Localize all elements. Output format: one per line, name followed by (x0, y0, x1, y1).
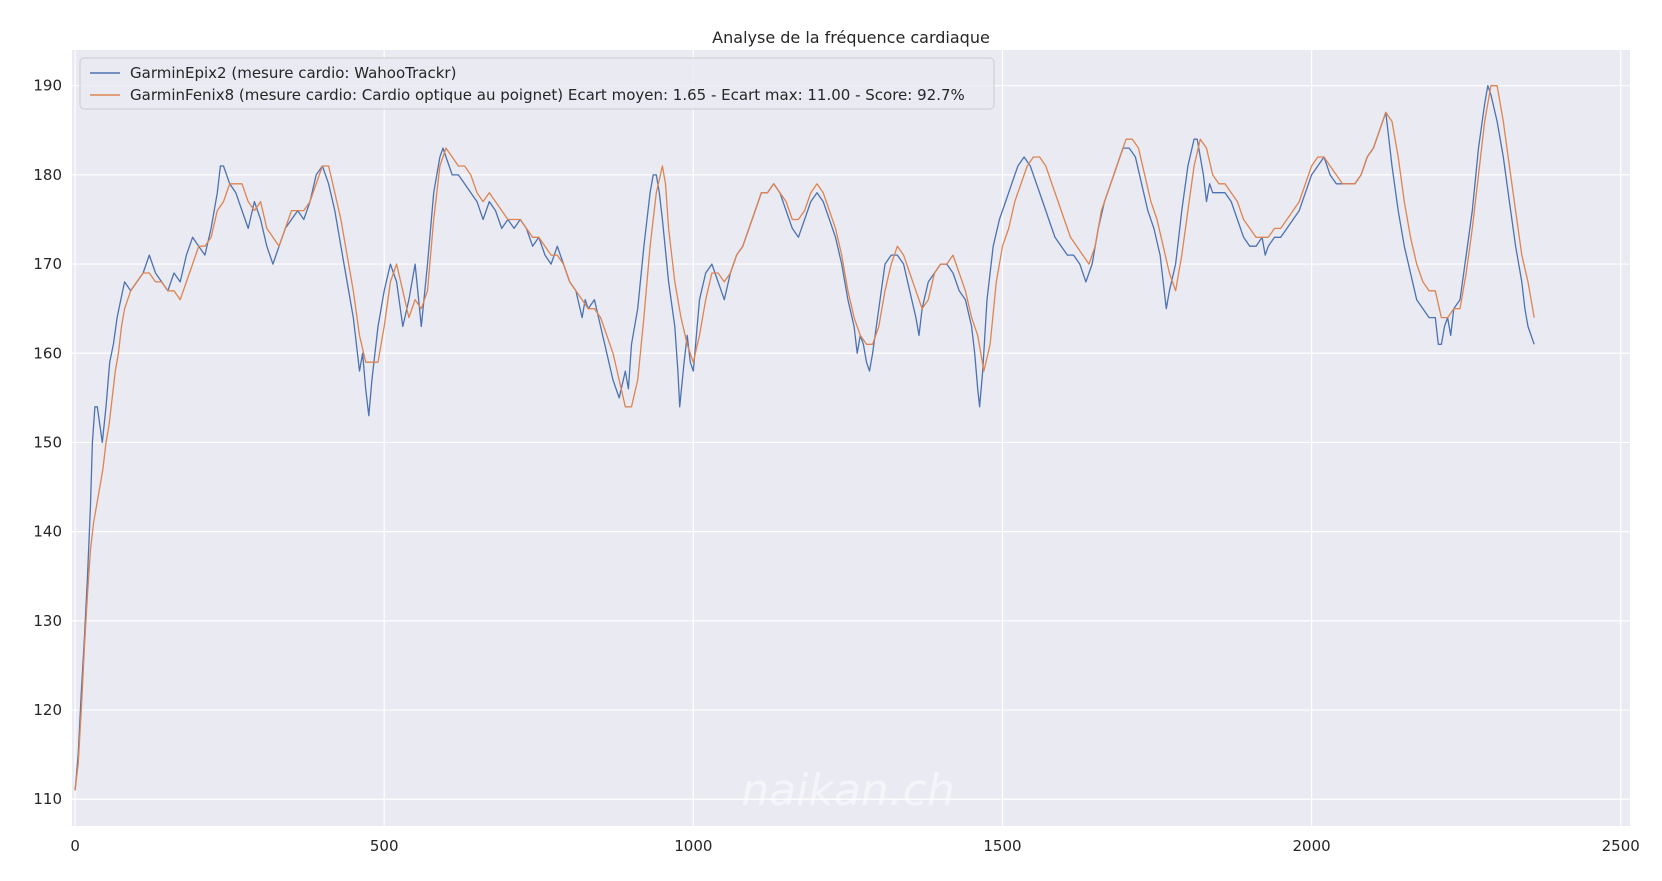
watermark: naikan.ch (741, 765, 954, 816)
x-tick-label: 1500 (983, 837, 1021, 855)
legend-label-2: GarminFenix8 (mesure cardio: Cardio opti… (130, 86, 965, 104)
legend-box (79, 57, 995, 110)
series-line-1 (74, 85, 1535, 791)
legend-label-1: GarminEpix2 (mesure cardio: WahooTrackr) (130, 64, 456, 82)
y-tick-label: 130 (33, 612, 62, 630)
x-tick-label: 1000 (674, 837, 712, 855)
x-tick-label: 500 (370, 837, 399, 855)
series-line-2 (74, 85, 1535, 791)
y-tick-label: 110 (33, 790, 62, 808)
x-tick-label: 2000 (1293, 837, 1331, 855)
y-tick-label: 180 (33, 166, 62, 184)
chart-title: Analyse de la fréquence cardiaque (712, 28, 990, 47)
legend: GarminEpix2 (mesure cardio: WahooTrackr)… (79, 57, 995, 110)
y-tick-label: 120 (33, 701, 62, 719)
y-tick-label: 160 (33, 344, 62, 362)
x-tick-label: 2500 (1602, 837, 1640, 855)
y-tick-label: 170 (33, 255, 62, 273)
y-tick-label: 190 (33, 77, 62, 95)
y-tick-label: 150 (33, 433, 62, 451)
series-layer (74, 85, 1535, 791)
x-tick-label: 0 (70, 837, 80, 855)
y-tick-label: 140 (33, 523, 62, 541)
tick-labels: 0 500 1000 1500 2000 2500 110 120 130 140 150 160 17… (33, 77, 1639, 855)
